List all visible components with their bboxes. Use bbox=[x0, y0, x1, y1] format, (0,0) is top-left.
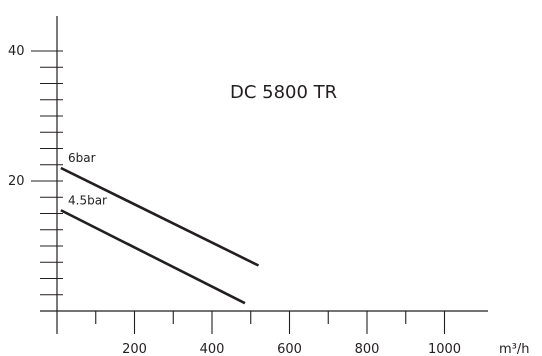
x-tick-label: 1000 bbox=[428, 342, 461, 356]
x-tick-label: 600 bbox=[277, 342, 302, 356]
x-tick-label: 200 bbox=[122, 342, 147, 356]
x-tick-label: 400 bbox=[200, 342, 225, 356]
series-label-4.5bar: 4.5bar bbox=[68, 193, 107, 207]
y-tick-label: 40 bbox=[8, 44, 25, 59]
series-layer bbox=[60, 166, 260, 305]
x-tick-label: 800 bbox=[355, 342, 380, 356]
chart-title: DC 5800 TR bbox=[230, 82, 337, 103]
x-minor-ticks bbox=[95, 311, 407, 324]
x-axis-label: m³/h bbox=[499, 342, 530, 356]
y-tick-label: 20 bbox=[8, 174, 25, 189]
series-label-6bar: 6bar bbox=[68, 151, 96, 165]
series-line-4.5bar bbox=[60, 209, 246, 305]
x-major-ticks: 200 400 600 800 1000 bbox=[122, 311, 461, 356]
series-labels: 6bar 4.5bar bbox=[68, 151, 107, 207]
series-line-6bar bbox=[60, 166, 260, 267]
y-minor-ticks bbox=[40, 66, 63, 296]
